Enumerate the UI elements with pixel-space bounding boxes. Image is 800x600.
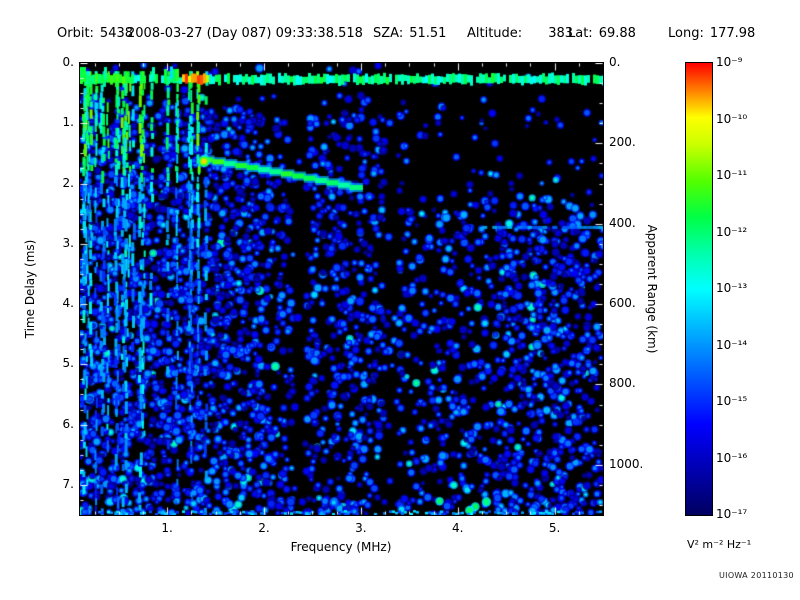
x-tick-label-1: 1.	[161, 521, 173, 535]
header-field-altitude: Altitude: 383	[467, 26, 573, 41]
header-lat-label: Lat:	[568, 26, 593, 41]
y2-tick-label-600: 600.	[609, 296, 636, 311]
y-axis-label-left: Time Delay (ms)	[23, 239, 37, 339]
x-tick-label-4: 4.	[451, 521, 464, 535]
y-tick-label-1: 1.	[62, 115, 74, 130]
x-axis-label: Frequency (MHz)	[290, 540, 392, 554]
y-tick-label-7: 7.	[62, 476, 74, 491]
colorbar-tick-label-0: 10⁻⁹	[716, 55, 743, 69]
y2-tick-label-800: 800.	[609, 376, 636, 391]
header-altitude-value: 383	[548, 26, 574, 41]
header-field-long: Long: 177.98	[668, 26, 755, 41]
header-field-lat: Lat: 69.88	[568, 26, 636, 41]
y-tick-label-6: 6.	[62, 416, 74, 431]
colorbar-tick-label-5: 10⁻¹⁴	[716, 337, 748, 352]
colorbar-tick-label-7: 10⁻¹⁶	[716, 450, 748, 465]
header-info-line: Orbit: 5438 2008-03-27 (Day 087) 09:33:38.…	[0, 26, 800, 44]
header-field-orbit: Orbit: 5438	[57, 26, 133, 41]
colorbar-unit-label: V² m⁻² Hz⁻¹	[687, 538, 752, 551]
header-datetime-value: 2008-03-27 (Day 087) 09:33:38.518	[127, 26, 363, 41]
y-tick-label-3: 3.	[62, 235, 74, 250]
x-tick-label-2: 2.	[258, 521, 270, 535]
colorbar-tick-label-1: 10⁻¹⁰	[716, 111, 748, 126]
colorbar-tick-label-8: 10⁻¹⁷	[716, 507, 748, 521]
spectrogram-canvas	[79, 62, 604, 516]
colorbar-tick-label-3: 10⁻¹²	[716, 224, 748, 239]
header-orbit-value: 5438	[99, 26, 134, 41]
y-tick-label-2: 2.	[62, 175, 74, 190]
x-tick-label-3: 3.	[355, 521, 367, 535]
colorbar-gradient	[685, 62, 713, 516]
colorbar-tick-label-2: 10⁻¹¹	[716, 168, 748, 182]
header-lat-value: 69.88	[598, 26, 636, 41]
y-tick-label-4: 4.	[62, 296, 74, 311]
y-tick-label-0: 0.	[62, 55, 74, 69]
y2-tick-label-1000: 1000.	[609, 456, 644, 471]
header-field-datetime: 2008-03-27 (Day 087) 09:33:38.518	[127, 26, 363, 41]
header-long-value: 177.98	[709, 26, 756, 41]
y-tick-label-5: 5.	[62, 356, 74, 371]
header-altitude-label: Altitude:	[467, 26, 523, 41]
header-sza-value: 51.51	[409, 26, 447, 41]
colorbar-tick-label-6: 10⁻¹⁵	[716, 394, 748, 408]
header-sza-label: SZA:	[373, 26, 404, 41]
credit-watermark: UIOWA 20110130	[719, 571, 794, 580]
x-tick-label-5: 5.	[548, 521, 561, 535]
y2-tick-label-0: 0.	[609, 55, 621, 69]
y2-tick-label-200: 200.	[609, 135, 636, 150]
colorbar-tick-label-4: 10⁻¹³	[716, 281, 748, 295]
y-axis-label-right: Apparent Range (km)	[645, 224, 659, 354]
header-long-label: Long:	[668, 26, 704, 41]
y2-tick-label-400: 400.	[609, 215, 636, 230]
header-field-sza: SZA: 51.51	[373, 26, 446, 41]
header-orbit-label: Orbit:	[57, 26, 94, 41]
